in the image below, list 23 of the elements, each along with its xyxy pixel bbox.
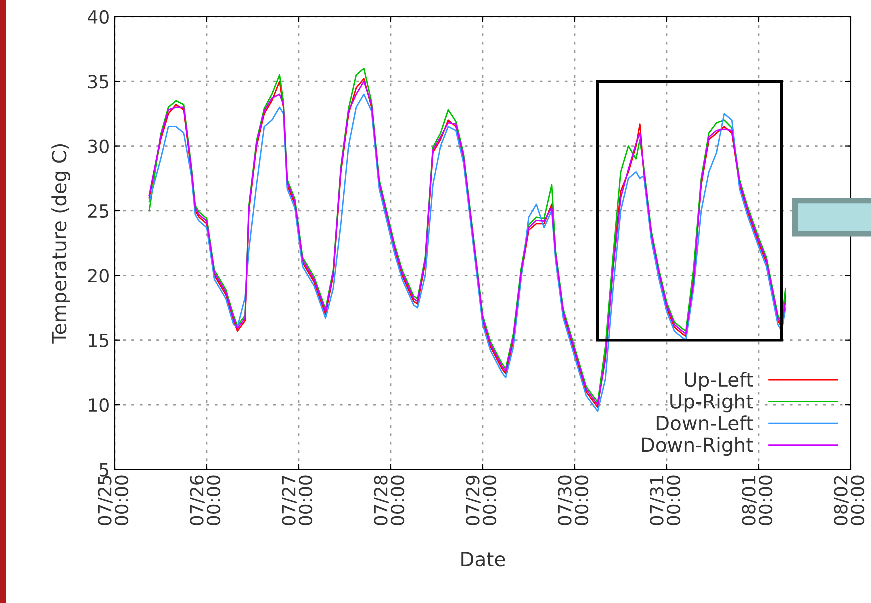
x-tick-label: 08/02 00:00: [834, 476, 865, 526]
y-tick-label: 5: [100, 463, 109, 477]
legend-label: Down-Right: [642, 437, 754, 456]
x-axis-title: Date: [462, 552, 506, 567]
legend-label: Up-Left: [685, 372, 754, 391]
y-tick-label: 40: [88, 10, 109, 24]
y-tick-label: 30: [88, 140, 109, 154]
x-tick-label: 07/30 00:00: [558, 476, 589, 526]
y-tick-label: 10: [89, 398, 109, 412]
y-tick-label: 25: [88, 204, 109, 218]
legend-label: Down-Left: [656, 416, 754, 431]
x-tick-label: 07/25 00:00: [98, 476, 129, 526]
legend-label: Up-Right: [670, 394, 754, 413]
x-tick-label: 07/26 00:00: [190, 476, 221, 526]
y-tick-label: 15: [89, 334, 109, 348]
x-tick-label: 07/29 00:00: [466, 476, 497, 526]
y-axis-title: Temperature (deg C): [52, 144, 70, 344]
y-tick-label: 35: [88, 75, 109, 89]
x-tick-label: 07/27 00:00: [282, 476, 313, 526]
x-tick-label: 07/28 00:00: [374, 476, 405, 526]
x-tick-label: 07/31 00:00: [650, 476, 681, 526]
y-tick-label: 20: [88, 269, 109, 283]
x-tick-label: 08/01 00:00: [742, 476, 773, 526]
